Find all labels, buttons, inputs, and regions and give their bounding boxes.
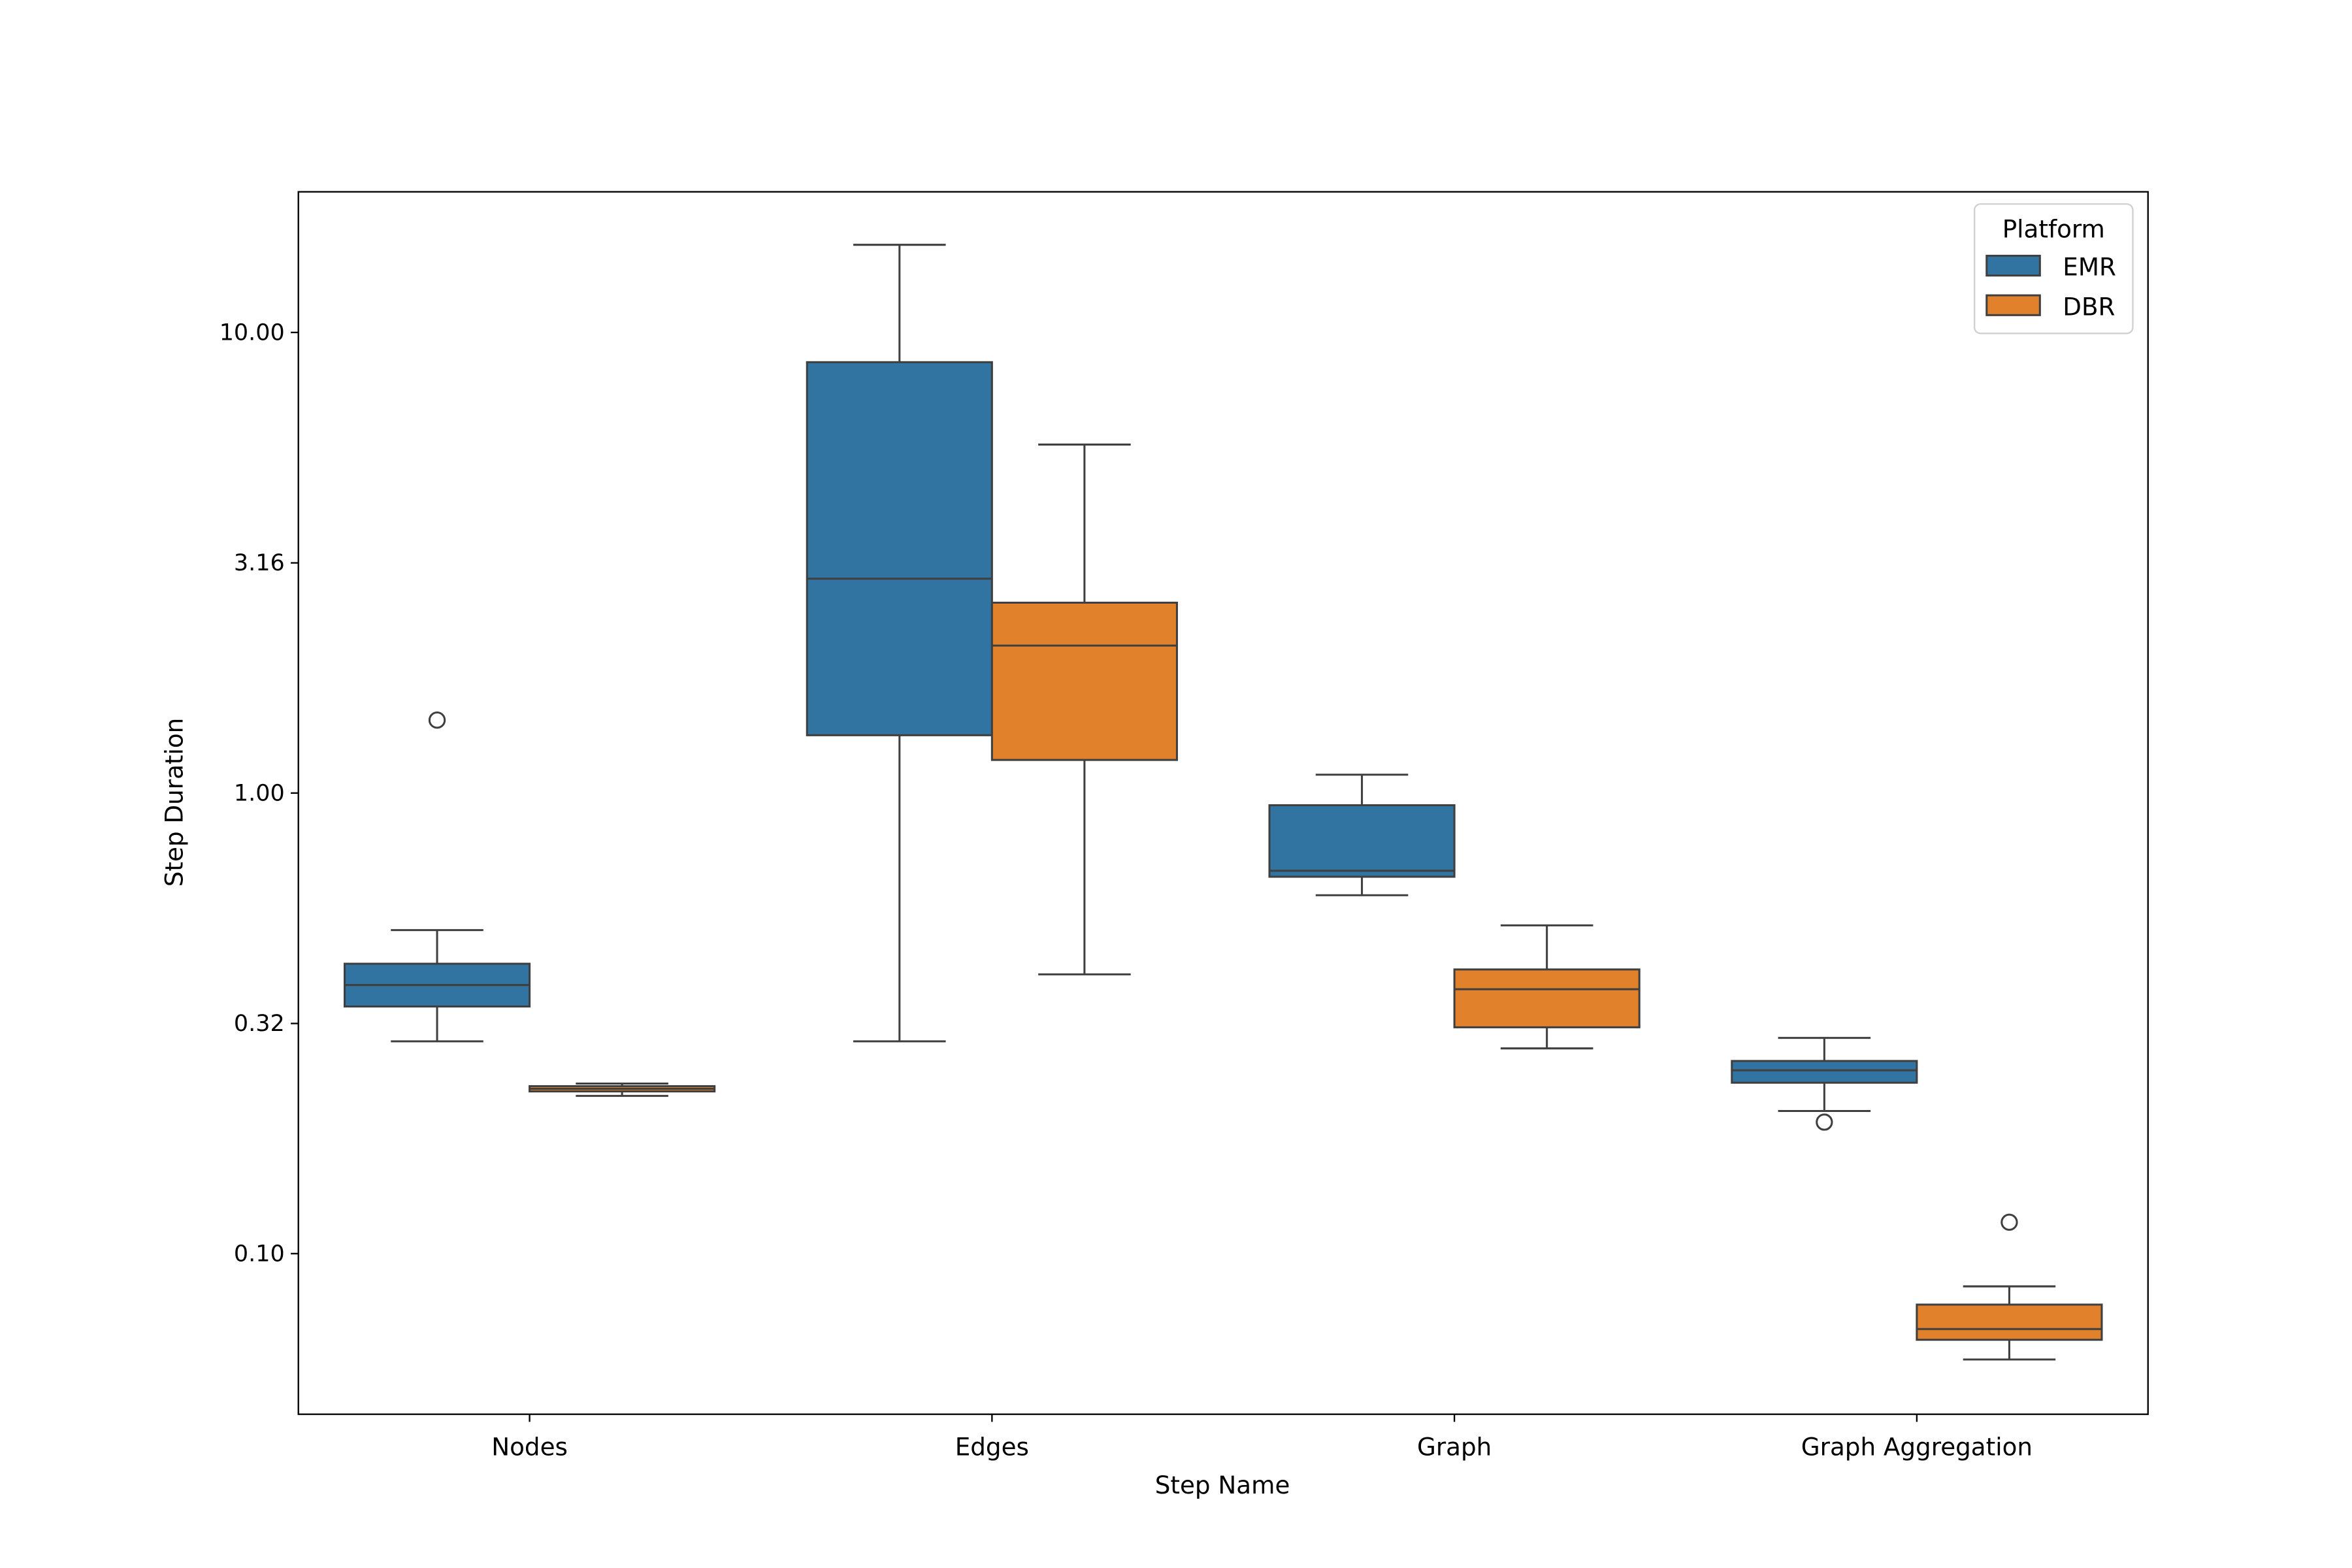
box-iqr (1268, 804, 1456, 878)
y-axis: 0.10 0.32 1.00 3.16 10.00 (220, 320, 299, 1267)
box-emr-0 (343, 711, 531, 1043)
box-emr-1 (806, 244, 993, 1043)
legend-label-dbr: DBR (2063, 292, 2115, 321)
outlier-point (2001, 1213, 2018, 1231)
legend-swatch-dbr (1985, 294, 2041, 316)
x-tick-label: Graph Aggregation (1801, 1433, 2033, 1462)
box-iqr (806, 361, 993, 736)
y-tick-label: 3.16 (234, 550, 285, 576)
x-axis: Nodes Edges Graph Graph Aggregation (491, 1414, 2033, 1462)
axes-frame (297, 191, 2149, 1415)
box-iqr (1731, 1060, 1918, 1084)
x-axis-label: Step Name (1155, 1471, 1290, 1499)
box-dbr-1 (990, 443, 1178, 975)
box-iqr (1916, 1303, 2103, 1341)
y-tick-label: 0.32 (234, 1011, 285, 1037)
y-axis-label: Step Duration (160, 718, 189, 887)
plot-marks (343, 244, 2103, 1361)
box-dbr-0 (529, 1083, 716, 1097)
legend-title: Platform (2002, 214, 2105, 243)
box-emr-3 (1731, 1037, 1918, 1131)
legend-swatch-emr (1985, 254, 2041, 277)
box-iqr (990, 601, 1178, 761)
y-tick-label: 10.00 (220, 320, 285, 346)
box-emr-2 (1268, 774, 1456, 896)
x-tick-label: Graph (1417, 1433, 1492, 1462)
box-iqr (1453, 968, 1641, 1028)
legend: Platform EMR DBR (1973, 203, 2134, 335)
y-tick-label: 0.10 (234, 1241, 285, 1267)
box-dbr-2 (1453, 924, 1641, 1050)
x-tick-label: Edges (955, 1433, 1029, 1462)
y-tick-label: 1.00 (234, 780, 285, 806)
box-dbr-3 (1916, 1213, 2103, 1361)
outlier-point (1816, 1113, 1833, 1131)
outlier-point (428, 711, 446, 729)
x-tick-label: Nodes (491, 1433, 568, 1462)
legend-label-emr: EMR (2063, 253, 2116, 282)
